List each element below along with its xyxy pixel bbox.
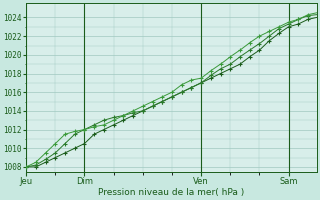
- X-axis label: Pression niveau de la mer( hPa ): Pression niveau de la mer( hPa ): [98, 188, 244, 197]
